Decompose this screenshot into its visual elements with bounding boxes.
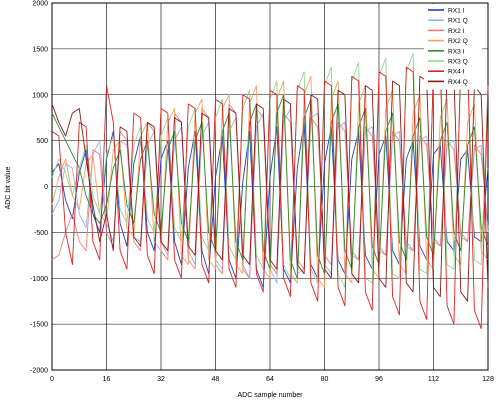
y-tick-label: -2000 [30, 368, 48, 375]
legend-label: RX3 Q [448, 59, 468, 66]
x-tick-label: 64 [266, 376, 274, 383]
axis-ticks: 0 16 32 48 64 80 96 112 128 -2000 -1500 -1000 -500 0 5… [30, 1, 494, 384]
x-tick-label: 48 [212, 376, 220, 383]
series-line-rx1-i [51, 121, 489, 288]
y-tick-label: 1500 [32, 46, 48, 53]
y-tick-label: 1000 [32, 92, 48, 99]
legend-label: RX2 Q [448, 38, 468, 45]
legend-label: RX3 I [448, 48, 465, 55]
series-lines [51, 53, 489, 330]
x-tick-label: 80 [321, 376, 329, 383]
legend-label: RX1 I [448, 8, 465, 15]
y-tick-label: 2000 [32, 1, 48, 8]
x-tick-label: 96 [375, 376, 383, 383]
series-line-rx4-i [51, 57, 489, 330]
x-axis-label: ADC sample number [238, 392, 304, 399]
y-tick-label: -500 [34, 230, 48, 237]
y-tick-label: -1000 [30, 276, 48, 283]
series-line-rx2-q [51, 75, 489, 288]
y-tick-label: 0 [44, 184, 48, 191]
y-tick-label: 500 [36, 138, 48, 145]
y-tick-label: -1500 [30, 322, 48, 329]
y-axis-label: ADC bit value [5, 166, 12, 209]
legend: RX1 I RX1 Q RX2 I RX2 Q RX3 I RX3 Q RX4 I RX4 Q [424, 4, 482, 90]
x-tick-label: 0 [50, 376, 54, 383]
x-tick-label: 112 [428, 376, 439, 383]
plot-frame [51, 2, 489, 371]
x-tick-label: 32 [157, 376, 165, 383]
x-tick-label: 16 [103, 376, 111, 383]
legend-label: RX4 I [448, 69, 465, 76]
legend-label: RX4 Q [448, 79, 468, 86]
legend-label: RX2 I [448, 28, 465, 35]
legend-box [424, 4, 482, 90]
legend-label: RX1 Q [448, 18, 468, 25]
x-tick-label: 128 [482, 376, 494, 383]
series-line-rx4-q [51, 71, 489, 302]
